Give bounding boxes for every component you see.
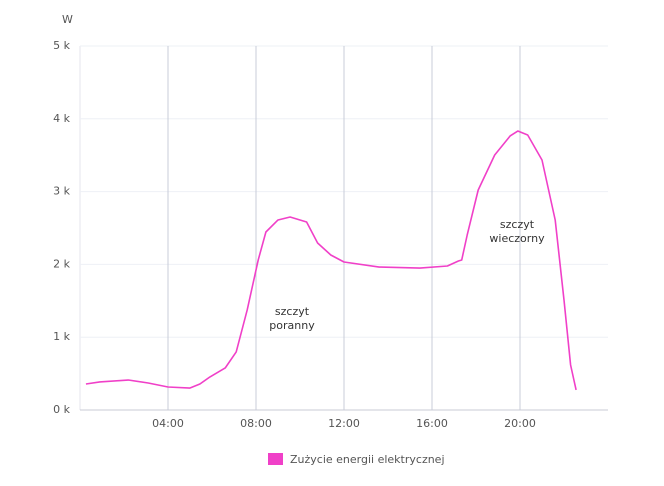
x-tick-label: 12:00	[328, 417, 360, 430]
y-tick-label: 0 k	[53, 403, 70, 416]
legend-swatch	[268, 453, 283, 465]
y-tick-label: 4 k	[53, 112, 70, 125]
x-tick-label: 08:00	[240, 417, 272, 430]
x-tick-label: 16:00	[416, 417, 448, 430]
annotation: szczyt	[275, 305, 310, 318]
x-tick-label: 20:00	[504, 417, 536, 430]
annotation: poranny	[269, 319, 315, 332]
y-axis-label: W	[62, 13, 73, 26]
x-tick-label: 04:00	[152, 417, 184, 430]
legend-label: Zużycie energii elektrycznej	[290, 453, 445, 466]
y-tick-label: 3 k	[53, 185, 70, 198]
annotation: szczyt	[500, 218, 535, 231]
y-tick-label: 5 k	[53, 39, 70, 52]
y-tick-label: 2 k	[53, 257, 70, 270]
annotation: wieczorny	[489, 232, 545, 245]
y-tick-label: 1 k	[53, 330, 70, 343]
data-line	[85, 130, 577, 391]
